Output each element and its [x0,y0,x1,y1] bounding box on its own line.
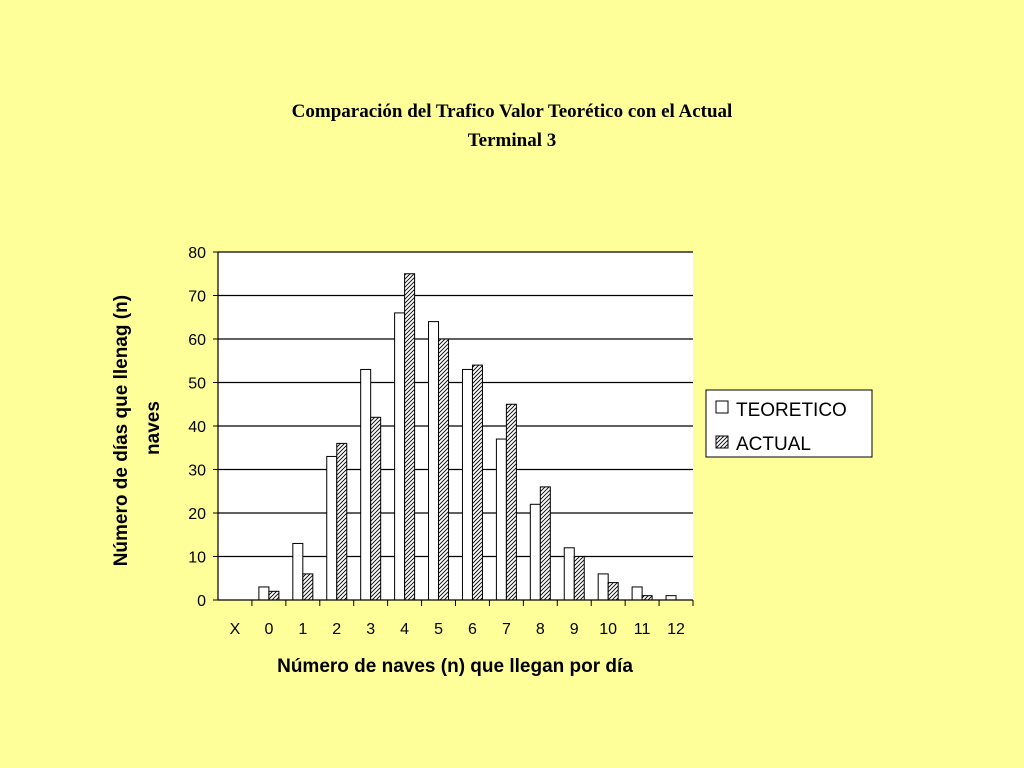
bar-actual-5 [438,338,450,601]
bar-actual-7 [505,403,517,601]
bar-teoretico-4 [394,312,406,601]
bar-actual-2 [336,442,348,601]
x-tick-label: 9 [570,621,579,638]
y-tick-label: 30 [188,463,206,480]
y-tick-labels: 0 10 20 30 40 50 60 70 80 [188,245,206,610]
bar-teoretico-10 [597,573,609,601]
legend: TEORETICO ACTUAL [705,389,873,458]
x-tick-label: 8 [536,621,545,638]
axes [213,251,694,606]
bar-teoretico-11 [631,586,643,601]
bar-teoretico-7 [495,438,507,601]
bar-actual-4 [404,273,416,601]
x-tick-label: 0 [264,621,273,638]
y-axis-label: Número de días que llenag (n) naves [111,290,164,567]
x-axis-label: Número de naves (n) que llegan por día [277,656,633,677]
bar-teoretico-3 [360,368,372,601]
bar-actual-1 [302,573,314,601]
x-tick-label: 10 [599,621,617,638]
x-tick-label: 6 [468,621,477,638]
bar-teoretico-1 [292,542,304,601]
y-tick-label: 40 [188,419,206,436]
x-tick-label: 11 [634,621,651,638]
x-tick-label: 3 [366,621,375,638]
y-tick-label: 10 [188,550,206,567]
y-tick-label: 70 [188,289,206,306]
x-tick-label: X [230,621,241,638]
x-tick-labels: X 0 1 2 3 4 5 6 7 8 9 10 11 12 [230,621,685,638]
bar-actual-8 [539,486,551,601]
x-tick-label: 1 [298,621,307,638]
bar-teoretico-5 [428,321,440,601]
y-tick-label: 50 [188,376,206,393]
legend-label-actual: ACTUAL [736,434,811,455]
legend-swatch-actual [715,435,729,449]
legend-box [705,389,873,458]
legend-label-teoretico: TEORETICO [736,400,847,421]
x-tick-label: 7 [502,621,511,638]
bar-teoretico-6 [461,368,473,601]
y-tick-label: 60 [188,332,206,349]
bar-teoretico-8 [529,503,541,601]
bar-teoretico-0 [258,586,270,601]
y-tick-label: 80 [188,245,206,262]
bar-actual-6 [471,364,483,601]
y-tick-label: 0 [197,593,206,610]
x-tick-label: 5 [434,621,443,638]
bar-actual-0 [268,590,280,601]
gridlines [218,251,693,558]
bar-teoretico-9 [563,547,575,601]
x-tick-label: 2 [332,621,341,638]
y-axis-label-line-2: naves [143,401,164,455]
bar-teoretico-12 [665,595,677,601]
bar-actual-3 [370,416,382,601]
bar-actual-11 [641,595,653,601]
bar-teoretico-2 [326,455,338,601]
legend-swatch-teoretico [715,400,729,414]
chart-title: Comparación del Trafico Valor Teorético … [291,101,733,122]
bar-actual-10 [607,582,619,601]
x-tick-label: 4 [400,621,409,638]
bars [258,273,677,601]
y-tick-label: 20 [188,506,206,523]
y-axis-label-line-1: Número de días que llenag (n) [111,295,132,566]
chart-subtitle: Terminal 3 [467,130,557,151]
x-tick-label: 12 [667,621,685,638]
bar-actual-9 [573,556,585,601]
